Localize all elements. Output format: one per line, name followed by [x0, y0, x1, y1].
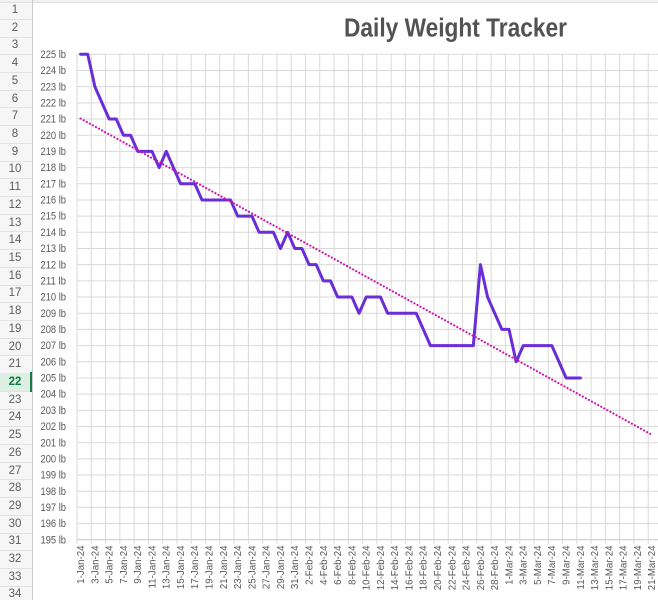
svg-text:28-Feb-24: 28-Feb-24: [490, 545, 501, 590]
svg-text:203 lb: 203 lb: [41, 405, 67, 417]
svg-text:224 lb: 224 lb: [41, 65, 67, 77]
svg-text:15-Jan-24: 15-Jan-24: [176, 545, 187, 589]
svg-text:4-Feb-24: 4-Feb-24: [319, 545, 330, 585]
svg-text:223 lb: 223 lb: [41, 81, 67, 93]
svg-text:206 lb: 206 lb: [41, 356, 67, 368]
svg-text:19-Mar-24: 19-Mar-24: [633, 545, 644, 590]
svg-text:17-Mar-24: 17-Mar-24: [619, 545, 630, 590]
svg-text:211 lb: 211 lb: [41, 275, 67, 287]
svg-text:21-Jan-24: 21-Jan-24: [219, 545, 230, 589]
svg-text:197 lb: 197 lb: [41, 502, 67, 514]
svg-text:22-Feb-24: 22-Feb-24: [447, 545, 458, 590]
svg-text:201 lb: 201 lb: [41, 437, 67, 449]
svg-text:2-Feb-24: 2-Feb-24: [304, 545, 315, 585]
svg-text:7-Mar-24: 7-Mar-24: [547, 545, 558, 585]
svg-text:220 lb: 220 lb: [41, 130, 67, 142]
svg-text:6-Feb-24: 6-Feb-24: [333, 545, 344, 585]
svg-text:215 lb: 215 lb: [41, 211, 67, 223]
svg-text:13-Mar-24: 13-Mar-24: [590, 545, 601, 590]
svg-text:14-Feb-24: 14-Feb-24: [390, 545, 401, 590]
svg-text:221 lb: 221 lb: [41, 114, 67, 126]
svg-text:218 lb: 218 lb: [41, 162, 67, 174]
svg-text:29-Jan-24: 29-Jan-24: [276, 545, 287, 589]
svg-text:205 lb: 205 lb: [41, 373, 67, 385]
svg-text:213 lb: 213 lb: [41, 243, 67, 255]
svg-text:210 lb: 210 lb: [41, 292, 67, 304]
svg-text:195 lb: 195 lb: [41, 534, 67, 546]
svg-text:19-Jan-24: 19-Jan-24: [205, 545, 216, 589]
svg-text:225 lb: 225 lb: [41, 49, 67, 61]
svg-text:10-Feb-24: 10-Feb-24: [362, 545, 373, 590]
svg-text:26-Feb-24: 26-Feb-24: [476, 545, 487, 590]
svg-text:1-Mar-24: 1-Mar-24: [504, 545, 515, 585]
svg-text:3-Jan-24: 3-Jan-24: [90, 545, 101, 584]
svg-text:11-Mar-24: 11-Mar-24: [576, 545, 587, 590]
svg-text:219 lb: 219 lb: [41, 146, 67, 158]
svg-text:23-Jan-24: 23-Jan-24: [233, 545, 244, 589]
svg-text:200 lb: 200 lb: [41, 453, 67, 465]
svg-text:198 lb: 198 lb: [41, 486, 67, 498]
svg-text:216 lb: 216 lb: [41, 195, 67, 207]
svg-text:5-Jan-24: 5-Jan-24: [105, 545, 116, 584]
svg-text:21-Mar-24: 21-Mar-24: [647, 545, 658, 590]
svg-text:199 lb: 199 lb: [41, 470, 67, 482]
svg-text:24-Feb-24: 24-Feb-24: [462, 545, 473, 590]
svg-text:16-Feb-24: 16-Feb-24: [404, 545, 415, 590]
svg-text:25-Jan-24: 25-Jan-24: [247, 545, 258, 589]
svg-text:31-Jan-24: 31-Jan-24: [290, 545, 301, 589]
svg-text:209 lb: 209 lb: [41, 308, 67, 320]
svg-text:20-Feb-24: 20-Feb-24: [433, 545, 444, 590]
svg-text:7-Jan-24: 7-Jan-24: [119, 545, 130, 584]
svg-text:27-Jan-24: 27-Jan-24: [262, 545, 273, 589]
svg-text:9-Mar-24: 9-Mar-24: [562, 545, 573, 585]
svg-text:13-Jan-24: 13-Jan-24: [162, 545, 173, 589]
svg-text:11-Jan-24: 11-Jan-24: [147, 545, 158, 589]
svg-text:12-Feb-24: 12-Feb-24: [376, 545, 387, 590]
svg-text:207 lb: 207 lb: [41, 340, 67, 352]
svg-text:204 lb: 204 lb: [41, 389, 67, 401]
svg-text:8-Feb-24: 8-Feb-24: [347, 545, 358, 585]
svg-text:Daily Weight Tracker: Daily Weight Tracker: [344, 15, 567, 43]
svg-text:18-Feb-24: 18-Feb-24: [419, 545, 430, 590]
svg-text:222 lb: 222 lb: [41, 97, 67, 109]
svg-text:214 lb: 214 lb: [41, 227, 67, 239]
svg-text:9-Jan-24: 9-Jan-24: [133, 545, 144, 584]
svg-text:196 lb: 196 lb: [41, 518, 67, 530]
svg-text:202 lb: 202 lb: [41, 421, 67, 433]
svg-text:17-Jan-24: 17-Jan-24: [190, 545, 201, 589]
svg-text:212 lb: 212 lb: [41, 259, 67, 271]
svg-text:217 lb: 217 lb: [41, 178, 67, 190]
svg-text:1-Jan-24: 1-Jan-24: [76, 545, 87, 584]
svg-text:15-Mar-24: 15-Mar-24: [604, 545, 615, 590]
svg-text:5-Mar-24: 5-Mar-24: [533, 545, 544, 585]
svg-text:3-Mar-24: 3-Mar-24: [519, 545, 530, 585]
svg-text:208 lb: 208 lb: [41, 324, 67, 336]
